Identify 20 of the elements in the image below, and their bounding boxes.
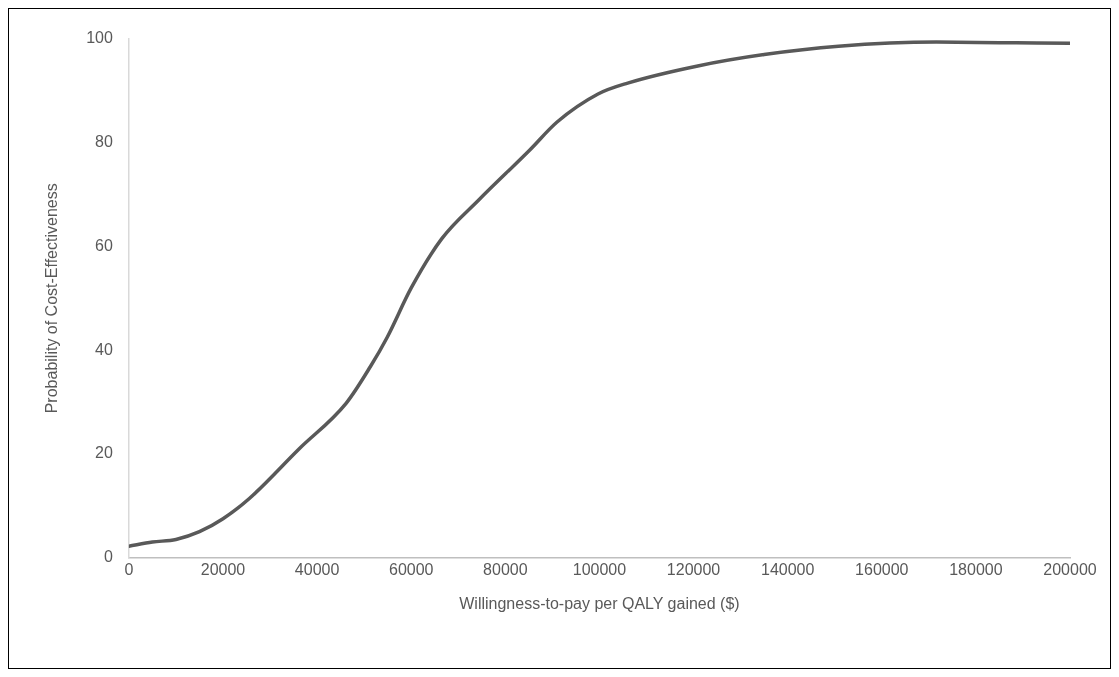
y-tick-label: 80 xyxy=(95,133,113,151)
x-tick-label: 200000 xyxy=(1043,560,1097,578)
y-tick-label: 60 xyxy=(95,236,113,254)
x-tick-label: 140000 xyxy=(760,560,815,578)
x-tick-label: 20000 xyxy=(200,560,246,578)
y-tick-label: 100 xyxy=(86,29,113,47)
y-tick-label: 20 xyxy=(95,444,113,462)
x-tick-label: 180000 xyxy=(949,560,1003,578)
x-tick-label: 100000 xyxy=(572,560,627,578)
y-tick-label: 0 xyxy=(103,548,113,566)
line-series xyxy=(128,40,1070,548)
x-tick-label: 0 xyxy=(124,560,134,578)
x-tick-label: 40000 xyxy=(294,560,340,578)
x-tick-label: 160000 xyxy=(855,560,909,578)
x-tick-label: 120000 xyxy=(666,560,721,578)
x-tick-label: 60000 xyxy=(388,560,434,578)
y-axis-title: Probability of Cost-Effectiveness xyxy=(43,183,61,414)
y-tick-label: 40 xyxy=(95,340,113,358)
x-tick-label: 80000 xyxy=(483,560,528,578)
x-axis-title: Willingness-to-pay per QALY gained ($) xyxy=(459,594,740,612)
